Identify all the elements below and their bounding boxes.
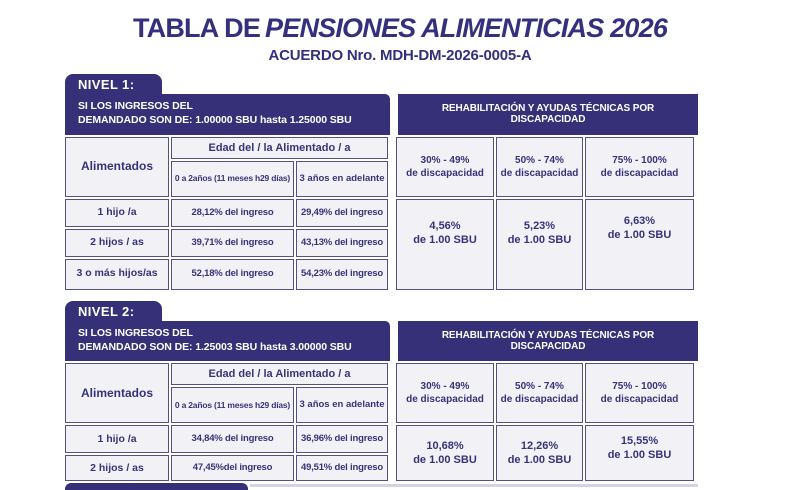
level-1-tab: NIVEL 1: bbox=[65, 74, 163, 94]
row-label: 1 hijo /a bbox=[65, 425, 169, 454]
level-2-age-table: Alimentados Edad del / la Alimentado / a… bbox=[65, 363, 388, 482]
column-header-0-2: 0 a 2años (11 meses h29 días) bbox=[171, 160, 294, 197]
column-header-0-2: 0 a 2años (11 meses h29 días) bbox=[171, 387, 294, 424]
level-2-disability-table: 30% - 49% de discapacidad 50% - 74% de d… bbox=[396, 363, 694, 482]
level-1-income-header: SI LOS INGRESOS DEL DEMANDADO SON DE: 1.… bbox=[65, 94, 390, 135]
level-3-table-edge-partial bbox=[250, 484, 698, 487]
level-2-section: NIVEL 2: SI LOS INGRESOS DEL DEMANDADO S… bbox=[65, 300, 698, 482]
level-1-age-table: Alimentados Edad del / la Alimentado / a… bbox=[65, 136, 388, 290]
table-cell: 39,71% del ingreso bbox=[171, 228, 294, 257]
row-label: 1 hijo /a bbox=[65, 198, 169, 227]
disability-amount-cell: 15,55% de 1.00 SBU bbox=[585, 425, 694, 482]
page-title-prefix: TABLA DE bbox=[132, 13, 261, 43]
disability-amount-cell: 6,63% de 1.00 SBU bbox=[585, 198, 694, 290]
level-3-tab-partial bbox=[65, 483, 248, 490]
table-cell: 47,45%del ingreso bbox=[171, 455, 294, 482]
level-1-header-band: SI LOS INGRESOS DEL DEMANDADO SON DE: 1.… bbox=[65, 94, 698, 135]
column-header-alimentados: Alimentados bbox=[65, 363, 169, 424]
disability-range-header: 75% - 100% de discapacidad bbox=[585, 363, 694, 424]
table-cell: 54,23% del ingreso bbox=[296, 258, 388, 290]
level-1-section: NIVEL 1: SI LOS INGRESOS DEL DEMANDADO S… bbox=[65, 74, 698, 290]
level-1-disability-table: 30% - 49% de discapacidad 50% - 74% de d… bbox=[396, 136, 694, 290]
level-1-disability-header: REHABILITACIÓN Y AYUDAS TÉCNICAS POR DIS… bbox=[398, 94, 698, 135]
column-header-edad: Edad del / la Alimentado / a bbox=[171, 363, 388, 386]
page-header: TABLA DE PENSIONES ALIMENTICIAS 2026 ACUE… bbox=[0, 13, 800, 64]
disability-range-header: 50% - 74% de discapacidad bbox=[496, 363, 583, 424]
level-2-income-line2: DEMANDADO SON DE: 1.25003 SBU hasta 3.00… bbox=[78, 340, 352, 353]
column-header-3-plus: 3 años en adelante bbox=[296, 387, 388, 424]
page-subtitle: ACUERDO Nro. MDH-DM-2026-0005-A bbox=[268, 46, 532, 64]
level-2-tables: Alimentados Edad del / la Alimentado / a… bbox=[65, 363, 698, 482]
column-header-edad: Edad del / la Alimentado / a bbox=[171, 136, 388, 159]
page-title: TABLA DE PENSIONES ALIMENTICIAS 2026 bbox=[0, 13, 800, 44]
column-header-3-plus: 3 años en adelante bbox=[296, 160, 388, 197]
level-1-income-line1: SI LOS INGRESOS DEL bbox=[78, 100, 193, 112]
page-title-emphasis: PENSIONES ALIMENTICIAS 2026 bbox=[265, 13, 668, 43]
disability-amount-cell: 12,26% de 1.00 SBU bbox=[496, 425, 583, 482]
column-header-alimentados: Alimentados bbox=[65, 136, 169, 197]
level-2-income-header: SI LOS INGRESOS DEL DEMANDADO SON DE: 1.… bbox=[65, 320, 390, 362]
disability-range-header: 30% - 49% de discapacidad bbox=[396, 363, 494, 424]
level-2-header-band: SI LOS INGRESOS DEL DEMANDADO SON DE: 1.… bbox=[65, 320, 698, 362]
disability-amount-cell: 5,23% de 1.00 SBU bbox=[496, 198, 583, 290]
table-cell: 29,49% del ingreso bbox=[296, 198, 388, 227]
disability-range-header: 30% - 49% de discapacidad bbox=[396, 136, 494, 197]
row-label: 2 hijos / as bbox=[65, 455, 169, 482]
level-1-tables: Alimentados Edad del / la Alimentado / a… bbox=[65, 136, 698, 290]
level-3-section-partial bbox=[65, 482, 698, 490]
table-cell: 49,51% del ingreso bbox=[296, 455, 388, 482]
level-2-tab: NIVEL 2: bbox=[65, 300, 163, 321]
table-cell: 43,13% del ingreso bbox=[296, 228, 388, 257]
table-cell: 36,96% del ingreso bbox=[296, 425, 388, 454]
row-label: 2 hijos / as bbox=[65, 228, 169, 257]
level-2-income-line1: SI LOS INGRESOS DEL bbox=[78, 326, 193, 339]
disability-amount-cell: 4,56% de 1.00 SBU bbox=[396, 198, 494, 290]
table-cell: 34,84% del ingreso bbox=[171, 425, 294, 454]
disability-range-header: 50% - 74% de discapacidad bbox=[496, 136, 583, 197]
disability-amount-cell: 10,68% de 1.00 SBU bbox=[396, 425, 494, 482]
disability-range-header: 75% - 100% de discapacidad bbox=[585, 136, 694, 197]
table-cell: 52,18% del ingreso bbox=[171, 258, 294, 290]
level-1-income-line2: DEMANDADO SON DE: 1.00000 SBU hasta 1.25… bbox=[78, 113, 352, 126]
level-2-disability-header: REHABILITACIÓN Y AYUDAS TÉCNICAS POR DIS… bbox=[398, 320, 698, 362]
table-cell: 28,12% del ingreso bbox=[171, 198, 294, 227]
row-label: 3 o más hijos/as bbox=[65, 258, 169, 290]
